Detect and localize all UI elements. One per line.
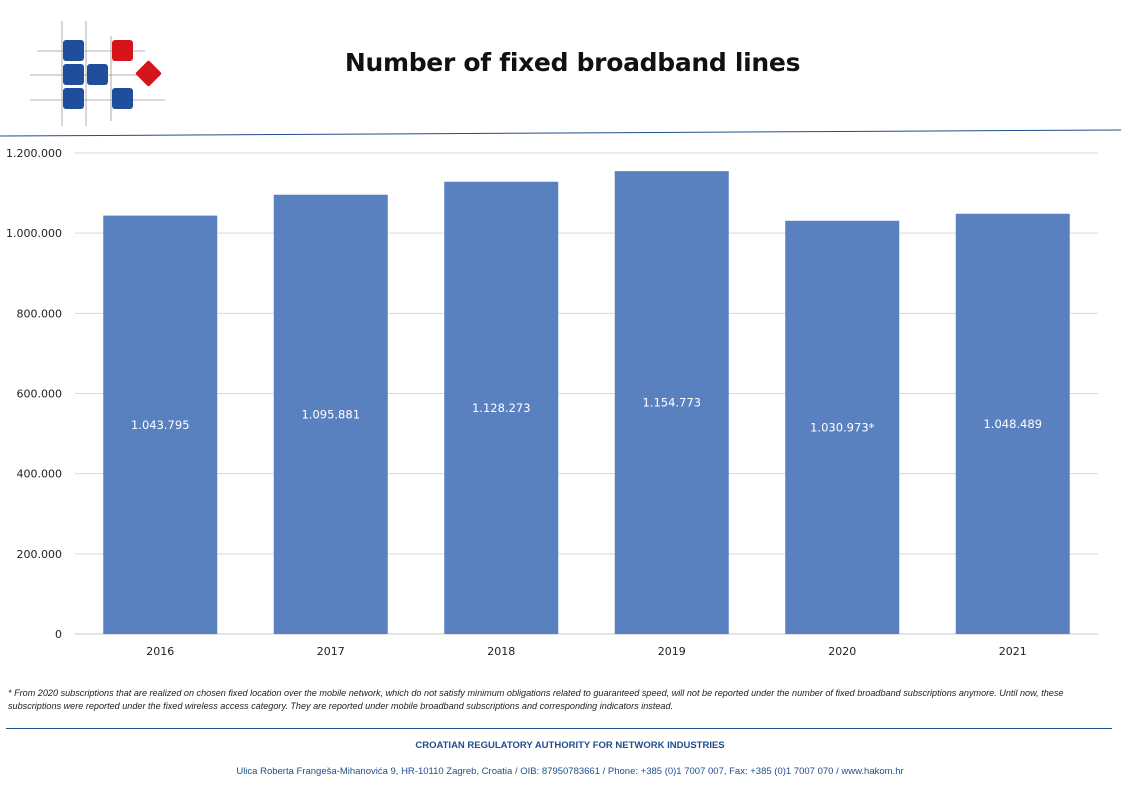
footer-divider [6,728,1112,729]
bar [444,181,559,634]
y-tick-label: 600.000 [17,388,63,401]
header-divider [0,129,1121,137]
bar [614,171,729,635]
x-tick-label: 2019 [658,645,686,658]
footnote: * From 2020 subscriptions that are reali… [8,688,1064,711]
bar [785,220,900,634]
y-tick-label: 200.000 [17,548,63,561]
y-tick-label: 1.200.000 [6,147,62,160]
y-tick-label: 1.000.000 [6,227,62,240]
x-tick-label: 2018 [487,645,515,658]
x-tick-label: 2020 [828,645,856,658]
bar [955,213,1070,634]
data-label: 1.030.973* [810,420,875,434]
y-tick-label: 0 [55,628,62,641]
footer-address: Ulica Roberta Frangeša-Mihanovića 9, HR-… [236,766,904,777]
x-tick-label: 2017 [317,645,345,658]
chart-title: Number of fixed broadband lines [344,48,801,77]
data-label: 1.128.273 [472,401,531,415]
bar [103,215,218,634]
bar [273,194,388,634]
bar-chart: 0 200.000 400.000 600.000 800.000 1.000.000 1.… [6,147,1098,658]
footer-agency: CROATIAN REGULATORY AUTHORITY FOR NETWOR… [415,740,725,751]
x-tick-label: 2021 [999,645,1027,658]
data-label: 1.043.795 [131,418,190,432]
hakom-logo [30,21,165,126]
data-label: 1.154.773 [642,396,701,410]
y-tick-label: 800.000 [17,307,63,320]
data-label: 1.095.881 [301,407,360,421]
x-tick-label: 2016 [146,645,174,658]
data-label: 1.048.489 [983,417,1042,431]
y-tick-label: 400.000 [17,468,63,481]
